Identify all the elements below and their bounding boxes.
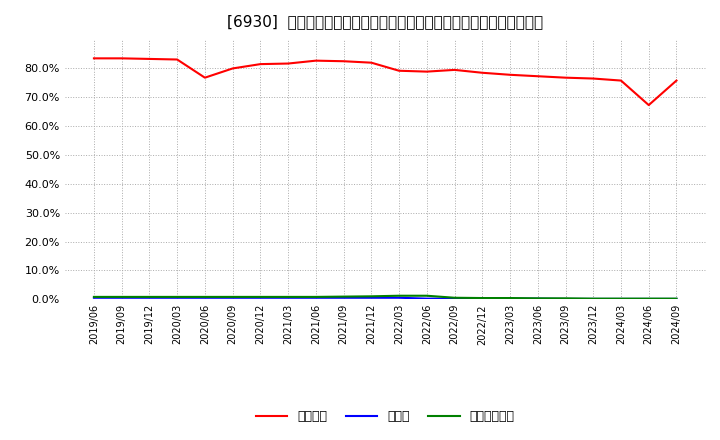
自己資本 (367, 60, 376, 65)
のれん (534, 296, 542, 301)
のれん (89, 295, 98, 301)
のれん (450, 296, 459, 301)
自己資本 (505, 72, 514, 77)
のれん (284, 295, 292, 301)
繰延税金資産 (201, 294, 210, 300)
のれん (312, 295, 320, 301)
自己資本 (256, 62, 265, 67)
繰延税金資産 (367, 293, 376, 299)
繰延税金資産 (534, 296, 542, 301)
自己資本 (339, 59, 348, 64)
のれん (423, 296, 431, 301)
繰延税金資産 (117, 294, 126, 300)
のれん (117, 295, 126, 301)
自己資本 (284, 61, 292, 66)
Title: [6930]  自己資本、のれん、繰延税金資産の総資産に対する比率の推移: [6930] 自己資本、のれん、繰延税金資産の総資産に対する比率の推移 (227, 14, 544, 29)
のれん (478, 296, 487, 301)
自己資本 (117, 56, 126, 61)
のれん (616, 296, 625, 301)
繰延税金資産 (672, 296, 681, 301)
のれん (228, 295, 237, 301)
自己資本 (89, 56, 98, 61)
のれん (201, 295, 210, 301)
繰延税金資産 (256, 294, 265, 300)
繰延税金資産 (284, 294, 292, 300)
自己資本 (145, 56, 154, 62)
のれん (672, 296, 681, 301)
のれん (145, 295, 154, 301)
Legend: 自己資本, のれん, 繰延税金資産: 自己資本, のれん, 繰延税金資産 (251, 405, 520, 428)
自己資本 (450, 67, 459, 73)
自己資本 (312, 58, 320, 63)
自己資本 (672, 78, 681, 83)
自己資本 (228, 66, 237, 71)
繰延税金資産 (561, 296, 570, 301)
自己資本 (173, 57, 181, 62)
Line: のれん: のれん (94, 298, 677, 299)
繰延税金資産 (173, 294, 181, 300)
自己資本 (644, 103, 653, 108)
自己資本 (561, 75, 570, 81)
のれん (505, 296, 514, 301)
自己資本 (589, 76, 598, 81)
Line: 自己資本: 自己資本 (94, 59, 677, 105)
のれん (644, 296, 653, 301)
繰延税金資産 (89, 294, 98, 300)
自己資本 (534, 73, 542, 79)
のれん (561, 296, 570, 301)
のれん (367, 295, 376, 301)
繰延税金資産 (589, 296, 598, 301)
自己資本 (616, 78, 625, 83)
繰延税金資産 (339, 294, 348, 299)
のれん (173, 295, 181, 301)
自己資本 (201, 75, 210, 81)
自己資本 (395, 68, 403, 73)
繰延税金資産 (145, 294, 154, 300)
繰延税金資産 (450, 295, 459, 301)
繰延税金資産 (228, 294, 237, 300)
自己資本 (423, 69, 431, 74)
のれん (395, 295, 403, 301)
繰延税金資産 (616, 296, 625, 301)
繰延税金資産 (478, 295, 487, 301)
自己資本 (478, 70, 487, 75)
のれん (589, 296, 598, 301)
繰延税金資産 (312, 294, 320, 300)
のれん (339, 295, 348, 301)
繰延税金資産 (644, 296, 653, 301)
繰延税金資産 (423, 293, 431, 298)
繰延税金資産 (395, 293, 403, 298)
のれん (256, 295, 265, 301)
Line: 繰延税金資産: 繰延税金資産 (94, 296, 677, 299)
繰延税金資産 (505, 295, 514, 301)
